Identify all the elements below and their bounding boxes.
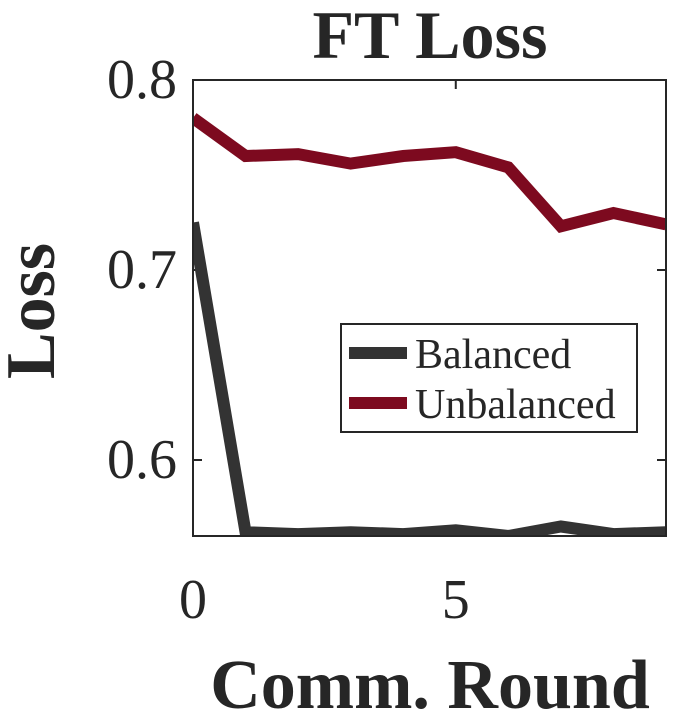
x-tick-label: 0 [179, 569, 207, 631]
plot-area [193, 113, 666, 536]
y-tick-label: 0.6 [107, 429, 177, 491]
series-line-balanced [193, 221, 666, 536]
y-axis-label: Loss [0, 243, 70, 379]
x-axis-label: Comm. Round [210, 647, 650, 711]
axis-ticks: 0.6 0.7 0.8 0 5 [107, 49, 666, 631]
chart-title: FT Loss [313, 0, 548, 73]
x-tick-label: 5 [442, 569, 470, 631]
y-tick-label: 0.8 [107, 49, 177, 111]
legend-label-balanced: Balanced [415, 332, 571, 378]
legend-box [340, 323, 638, 433]
y-tick-label: 0.7 [107, 239, 177, 301]
axes-box [192, 79, 667, 537]
legend-label-unbalanced: Unbalanced [415, 382, 616, 428]
series-line-unbalanced [193, 113, 666, 234]
